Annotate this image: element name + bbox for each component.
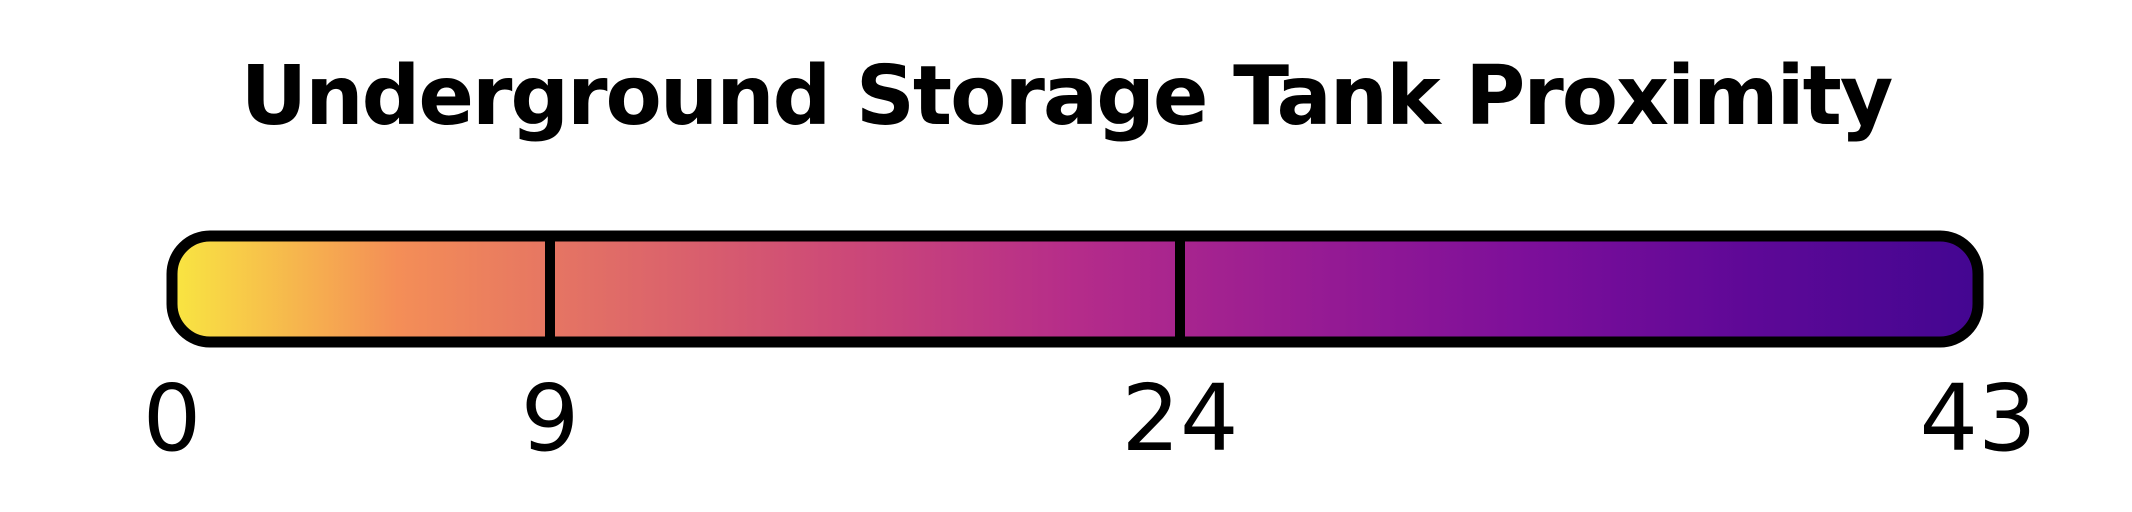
tick-label-1: 9 — [521, 365, 580, 472]
break-lines — [545, 236, 1185, 342]
color-bar — [166, 230, 1984, 348]
legend-title: Underground Storage Tank Proximity — [240, 49, 1894, 144]
tick-label-2: 24 — [1121, 365, 1238, 472]
tick-label-3: 43 — [1919, 365, 2036, 472]
tick-label-0: 0 — [143, 365, 202, 472]
tick-labels: 0 9 24 43 — [143, 365, 2037, 472]
